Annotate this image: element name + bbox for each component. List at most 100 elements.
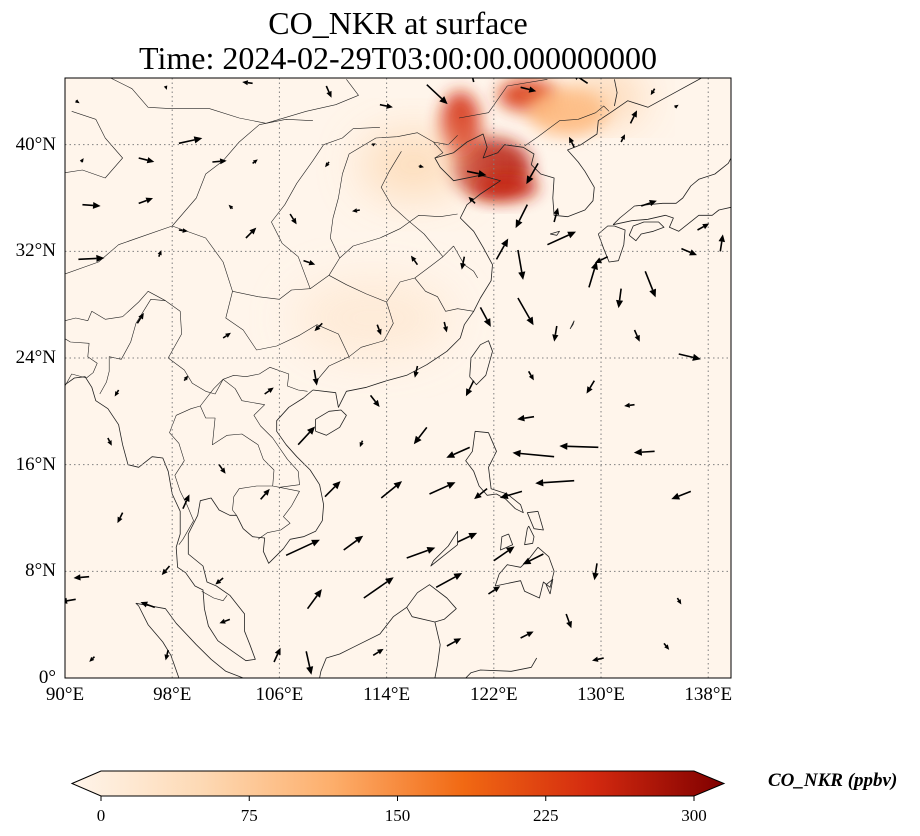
wind-arrow-head bbox=[96, 254, 105, 263]
wind-arrow-head bbox=[575, 78, 578, 81]
longitude-tick-label: 106°E bbox=[255, 684, 304, 705]
wind-arrow-head bbox=[373, 399, 380, 408]
coastline bbox=[628, 221, 665, 242]
wind-arrow-shaft bbox=[413, 259, 419, 266]
wind-arrow-shaft bbox=[435, 576, 456, 589]
wind-arrow bbox=[591, 656, 604, 662]
coastline bbox=[465, 657, 538, 678]
wind-arrow-shaft bbox=[116, 389, 120, 393]
wind-arrow bbox=[305, 651, 314, 675]
wind-arrow-shaft bbox=[520, 452, 555, 458]
colorbar-tick-label: 0 bbox=[96, 806, 106, 825]
wind-arrow bbox=[640, 200, 657, 207]
wind-arrow bbox=[488, 586, 501, 595]
colorbar bbox=[70, 770, 726, 801]
wind-arrow-shaft bbox=[212, 160, 221, 163]
wind-arrow bbox=[517, 297, 534, 326]
wind-arrow bbox=[379, 103, 393, 109]
concentration-plume bbox=[292, 278, 454, 358]
wind-arrow bbox=[520, 86, 537, 93]
wind-arrow-head bbox=[138, 312, 144, 320]
wind-arrow bbox=[252, 159, 258, 164]
wind-arrow-head bbox=[225, 332, 231, 338]
country-border bbox=[99, 298, 166, 395]
longitude-tick-label: 130°E bbox=[577, 684, 625, 705]
wind-arrow-head bbox=[183, 375, 189, 381]
wind-arrow bbox=[697, 223, 710, 231]
wind-arrow-shaft bbox=[594, 563, 598, 574]
coastline bbox=[406, 584, 457, 623]
wind-arrow-head bbox=[252, 159, 258, 164]
wind-arrow bbox=[633, 329, 640, 342]
longitude-tick-label: 114°E bbox=[363, 684, 411, 705]
wind-arrow bbox=[624, 402, 635, 408]
wind-arrow bbox=[157, 250, 162, 257]
wind-arrow-shaft bbox=[218, 464, 223, 470]
wind-arrow-shaft bbox=[678, 490, 692, 497]
coastline bbox=[315, 409, 347, 436]
wind-arrow-head bbox=[308, 260, 316, 266]
wind-arrow-head bbox=[474, 492, 482, 500]
wind-arrow-shaft bbox=[681, 247, 691, 254]
wind-arrow-head bbox=[567, 231, 577, 239]
wind-arrow-shaft bbox=[567, 445, 599, 449]
latitude-tick-label: 0° bbox=[38, 667, 56, 688]
wind-arrow-head bbox=[446, 482, 456, 489]
wind-arrow-shaft bbox=[107, 437, 111, 442]
wind-arrow bbox=[413, 426, 428, 445]
wind-arrow-shaft bbox=[285, 542, 313, 557]
wind-arrow-shaft bbox=[165, 565, 171, 572]
wind-arrow-head bbox=[526, 175, 534, 185]
wind-arrow-head bbox=[311, 539, 320, 547]
longitude-tick-label: 90°E bbox=[45, 684, 85, 705]
wind-arrow-head bbox=[413, 371, 419, 378]
wind-arrow bbox=[517, 414, 535, 422]
wind-arrow-shaft bbox=[273, 653, 279, 663]
coastline bbox=[465, 430, 524, 514]
wind-arrow bbox=[371, 143, 376, 147]
wind-arrow bbox=[264, 387, 274, 395]
wind-arrow-head bbox=[493, 586, 501, 593]
longitude-tick-label: 98°E bbox=[153, 684, 192, 705]
wind-arrow-shaft bbox=[260, 493, 267, 500]
wind-arrow-shaft bbox=[363, 581, 388, 599]
wind-arrow bbox=[457, 532, 478, 543]
wind-arrow-shaft bbox=[553, 213, 558, 223]
wind-arrow-head bbox=[528, 374, 534, 381]
wind-arrow bbox=[547, 231, 577, 246]
wind-arrow bbox=[413, 365, 419, 378]
colorbar-tick-label: 225 bbox=[533, 806, 559, 825]
wind-arrow bbox=[178, 136, 203, 145]
wind-arrow-head bbox=[75, 99, 80, 104]
wind-arrow-head bbox=[633, 448, 643, 456]
wind-arrow-head bbox=[220, 467, 226, 474]
wind-arrow-head bbox=[453, 573, 463, 581]
wind-arrow-shaft bbox=[697, 225, 705, 231]
wind-arrow bbox=[65, 597, 76, 604]
wind-arrow bbox=[242, 80, 253, 86]
wind-arrow-head bbox=[591, 261, 598, 271]
wind-arrow-shaft bbox=[289, 213, 295, 220]
wind-arrow bbox=[163, 85, 168, 90]
wind-arrow-shaft bbox=[66, 598, 76, 602]
wind-arrow bbox=[183, 375, 189, 382]
wind-arrow bbox=[136, 312, 144, 324]
wind-arrow-head bbox=[526, 631, 534, 638]
wind-arrow-head bbox=[65, 597, 68, 604]
wind-arrow-shaft bbox=[554, 325, 558, 335]
wind-arrow bbox=[429, 482, 456, 495]
wind-arrow-shaft bbox=[119, 512, 124, 519]
country-border bbox=[524, 105, 610, 147]
wind-arrow bbox=[499, 490, 523, 500]
wind-arrow bbox=[678, 353, 701, 361]
wind-arrow bbox=[681, 247, 698, 256]
wind-arrow bbox=[526, 162, 539, 185]
wind-arrow bbox=[138, 157, 155, 164]
wind-arrow bbox=[535, 479, 575, 487]
wind-arrow-head bbox=[145, 197, 154, 204]
wind-arrow bbox=[314, 322, 323, 332]
wind-arrow-shaft bbox=[495, 245, 505, 260]
wind-arrow-head bbox=[718, 234, 726, 243]
wind-arrow bbox=[410, 255, 419, 266]
wind-arrow-shaft bbox=[663, 642, 667, 647]
